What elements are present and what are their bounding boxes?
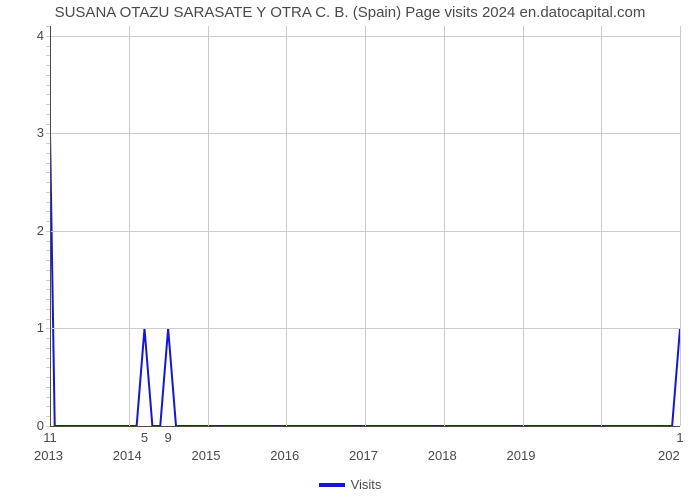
gridline-vertical (523, 26, 524, 426)
plot-area (50, 26, 680, 426)
x-tick-label-trailing: 202 (658, 448, 680, 463)
gridline-vertical (601, 26, 602, 426)
series-value-label: 5 (141, 430, 148, 445)
y-tick-label: 4 (14, 28, 44, 43)
gridline-vertical (365, 26, 366, 426)
gridline-vertical (208, 26, 209, 426)
gridline-horizontal (50, 133, 680, 134)
gridline-vertical (680, 26, 681, 426)
x-axis-line (50, 426, 680, 427)
series-value-label: 11 (43, 430, 57, 445)
legend-label: Visits (351, 477, 382, 492)
y-axis-line (50, 26, 51, 426)
x-tick-label: 2016 (270, 448, 299, 463)
x-tick-label: 2019 (507, 448, 536, 463)
y-tick-label: 3 (14, 125, 44, 140)
y-tick-label: 1 (14, 320, 44, 335)
legend: Visits (0, 476, 700, 492)
chart-container: { "chart": { "type": "line", "title": "S… (0, 0, 700, 500)
y-tick-label: 0 (14, 418, 44, 433)
x-tick-label: 2018 (428, 448, 457, 463)
x-tick-label: 2013 (34, 448, 63, 463)
series-value-label: 9 (165, 430, 172, 445)
gridline-horizontal (50, 36, 680, 37)
gridline-horizontal (50, 231, 680, 232)
gridline-vertical (444, 26, 445, 426)
series-value-label: 1 (676, 430, 683, 445)
x-tick-label: 2014 (113, 448, 142, 463)
x-tick-label: 2017 (349, 448, 378, 463)
gridline-horizontal (50, 328, 680, 329)
legend-swatch (319, 483, 345, 487)
chart-title: SUSANA OTAZU SARASATE Y OTRA C. B. (Spai… (0, 4, 700, 21)
y-tick-label: 2 (14, 223, 44, 238)
gridline-vertical (286, 26, 287, 426)
x-tick-label: 2015 (192, 448, 221, 463)
gridline-vertical (129, 26, 130, 426)
